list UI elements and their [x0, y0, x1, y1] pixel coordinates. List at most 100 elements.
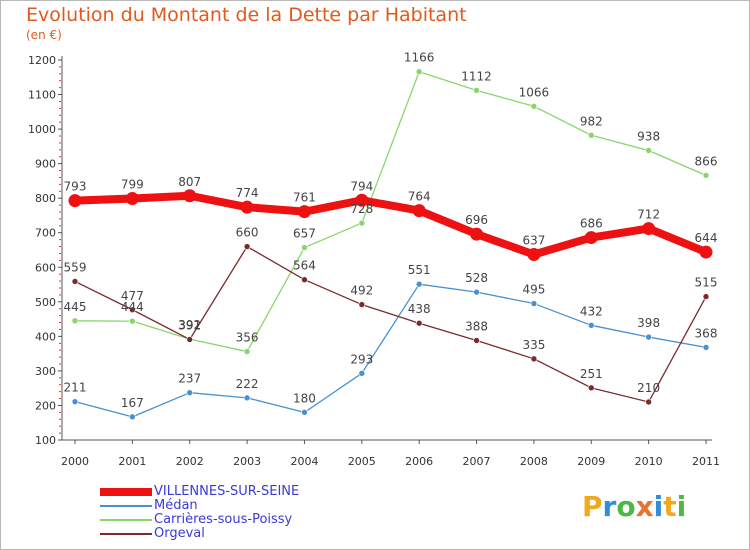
- x-tick-label: 2005: [348, 455, 376, 468]
- data-label: 637: [522, 233, 545, 247]
- data-label: 1166: [404, 51, 435, 65]
- data-label: 335: [522, 338, 545, 352]
- data-label: 761: [293, 191, 316, 205]
- data-point: [473, 87, 480, 94]
- series-line: [74, 245, 707, 403]
- data-point: [587, 132, 595, 139]
- logo-letter: t: [663, 490, 677, 523]
- data-label: 644: [695, 231, 718, 245]
- data-point: [415, 280, 423, 288]
- data-label: 696: [465, 213, 488, 227]
- data-label: 794: [350, 179, 373, 193]
- data-point: [415, 319, 423, 327]
- y-tick-label: 700: [35, 227, 56, 240]
- data-point: [412, 204, 426, 218]
- chart-subtitle: (en €): [26, 28, 62, 42]
- data-label: 495: [522, 283, 545, 297]
- data-label: 432: [580, 304, 603, 318]
- data-label: 398: [637, 316, 660, 330]
- data-point: [530, 102, 538, 110]
- legend-swatch: [100, 519, 152, 521]
- data-label: 938: [637, 130, 660, 144]
- data-point: [186, 389, 194, 396]
- data-point: [129, 317, 136, 325]
- data-point: [129, 306, 136, 314]
- data-point: [71, 317, 79, 325]
- data-label: 660: [236, 226, 259, 240]
- data-label: 477: [121, 289, 144, 303]
- data-label: 712: [637, 208, 660, 222]
- data-point: [186, 336, 194, 343]
- data-label: 356: [236, 331, 259, 345]
- data-point: [358, 301, 366, 308]
- data-label: 982: [580, 114, 603, 128]
- y-tick-label: 600: [35, 261, 56, 274]
- x-tick-label: 2001: [118, 455, 146, 468]
- data-point: [68, 194, 82, 208]
- data-point: [71, 398, 79, 405]
- data-label: 728: [350, 202, 373, 216]
- data-point: [702, 344, 710, 351]
- data-label: 167: [121, 396, 144, 410]
- data-point: [243, 394, 251, 402]
- data-label: 1112: [461, 69, 492, 83]
- data-label: 551: [408, 263, 431, 277]
- proxiti-logo: Proxiti: [582, 490, 686, 523]
- data-point: [642, 222, 656, 236]
- data-point: [301, 244, 308, 251]
- data-label: 444: [121, 300, 144, 314]
- data-point: [645, 147, 652, 154]
- data-point: [243, 243, 251, 250]
- data-point: [473, 337, 480, 344]
- data-point: [702, 172, 710, 179]
- data-label: 210: [637, 381, 660, 395]
- x-tick-label: 2000: [61, 455, 89, 468]
- data-point: [584, 231, 598, 245]
- legend-swatch: [100, 533, 152, 535]
- y-tick-label: 900: [35, 158, 56, 171]
- x-tick-label: 2004: [290, 455, 318, 468]
- data-point: [527, 247, 541, 261]
- data-label: 793: [64, 180, 87, 194]
- data-label: 515: [695, 276, 718, 290]
- legend-swatch: [100, 505, 152, 507]
- legend-label: Médan: [154, 498, 198, 513]
- data-label: 799: [121, 178, 144, 192]
- data-label: 686: [580, 217, 603, 231]
- logo-letter: r: [602, 490, 617, 523]
- data-label: 392: [178, 318, 201, 332]
- logo-letter: P: [582, 490, 603, 523]
- data-label: 657: [293, 227, 316, 241]
- data-label: 774: [236, 186, 259, 200]
- y-tick-label: 300: [35, 365, 56, 378]
- data-label: 293: [350, 352, 373, 366]
- data-point: [645, 398, 652, 406]
- data-point: [473, 288, 480, 296]
- data-point: [125, 192, 139, 206]
- data-label: 1066: [519, 85, 550, 99]
- data-label: 251: [580, 367, 603, 381]
- data-point: [587, 384, 595, 392]
- data-label: 237: [178, 372, 201, 386]
- x-tick-label: 2006: [405, 455, 433, 468]
- data-point: [415, 68, 423, 76]
- logo-letter: i: [653, 490, 664, 523]
- data-point: [358, 370, 366, 377]
- series-line: [74, 191, 708, 259]
- data-point: [470, 227, 484, 241]
- data-point: [301, 409, 308, 416]
- logo-letter: o: [616, 490, 636, 523]
- x-tick-label: 2003: [233, 455, 261, 468]
- data-point: [699, 245, 713, 259]
- x-tick-label: 2002: [176, 455, 204, 468]
- series-line: [74, 71, 707, 353]
- data-point: [301, 276, 308, 284]
- data-point: [645, 333, 652, 341]
- data-label: 528: [465, 271, 488, 285]
- y-tick-label: 1200: [28, 54, 56, 67]
- y-tick-label: 400: [35, 330, 56, 343]
- data-label: 559: [64, 260, 87, 274]
- data-label: 388: [465, 320, 488, 334]
- y-tick-label: 500: [35, 296, 56, 309]
